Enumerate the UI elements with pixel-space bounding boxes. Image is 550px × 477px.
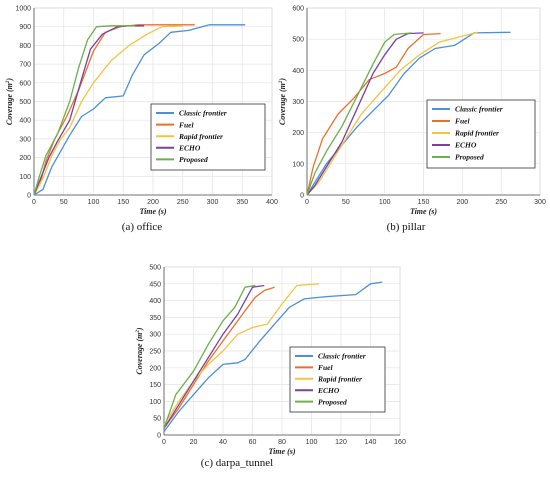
y-tick-label: 600 [292,6,304,13]
figure-caption: (b) pillar [387,221,426,233]
x-axis-label: Time (s) [268,447,295,456]
series-line-4 [163,284,265,429]
legend: Classic frontier Fuel Rapid frontier ECHO Pr… [289,346,386,413]
legend-label: Proposed [318,397,347,406]
chart-panel-2: 0 100 200 300 400 500 600 0 50 100 150 200 250 300 Tim… [278,6,546,234]
legend-label: Rapid frontier [317,375,362,384]
x-axis-label: Time (s) [410,207,437,216]
series-line-5 [306,32,412,196]
y-tick-label: 250 [149,349,161,356]
series-line-2 [306,32,441,196]
legend-label: Classic frontier [179,109,227,118]
legend-label: Fuel [455,117,471,126]
series-line-2 [163,286,275,429]
y-tick-label: 300 [19,136,31,143]
legend-label: Proposed [179,155,208,164]
y-tick-label: 350 [149,315,161,322]
y-tick-label: 200 [19,155,31,162]
y-tick-label: 100 [292,161,304,168]
y-tick-label: 200 [149,365,161,372]
chart-panel-3: 0 50 100 150 200 250 300 350 400 450 500 0 20 40 60 80 1… [135,265,406,470]
series-line-3 [33,25,183,196]
y-tick-label: 100 [19,174,31,181]
x-tick-label: 0 [162,439,166,446]
x-tick-label: 0 [32,199,36,206]
legend-label: Fuel [318,363,334,372]
x-tick-label: 250 [495,199,507,206]
series-line-3 [306,31,479,196]
x-axis-label: Time (s) [139,207,166,216]
y-tick-label: 800 [19,43,31,50]
y-tick-label: 0 [27,193,31,200]
legend-label: Rapid frontier [178,132,223,141]
x-tick-label: 140 [365,439,377,446]
y-axis-label: Coverage (m2) [5,78,14,126]
series-line-1 [306,31,511,196]
legend-label: Rapid frontier [454,129,499,138]
figure-caption: (a) office [122,221,163,233]
legend-label: Fuel [179,120,195,129]
x-tick-label: 150 [117,199,129,206]
y-axis-label: Coverage (m2) [278,78,287,126]
x-tick-label: 200 [456,199,468,206]
y-tick-label: 500 [292,37,304,44]
series-line-1 [33,24,246,196]
x-tick-label: 0 [305,199,309,206]
x-tick-label: 20 [190,439,198,446]
legend-label: Proposed [455,153,484,162]
x-tick-label: 80 [278,439,286,446]
x-tick-label: 50 [342,199,350,206]
figure-caption: (c) darpa_tunnel [201,457,273,469]
series-line-5 [163,284,256,429]
series-line-1 [163,281,383,432]
legend-label: ECHO [454,141,477,150]
x-tick-label: 100 [379,199,391,206]
y-tick-label: 200 [292,130,304,137]
y-tick-label: 500 [149,265,161,272]
y-tick-label: 450 [149,281,161,288]
legend-label: ECHO [178,144,201,153]
y-tick-label: 400 [19,118,31,125]
y-tick-label: 600 [19,80,31,87]
y-tick-label: 400 [149,298,161,305]
legend-label: ECHO [317,386,340,395]
y-tick-label: 1000 [15,6,31,13]
y-tick-label: 50 [153,416,161,423]
x-tick-label: 60 [249,439,257,446]
legend: Classic frontier Fuel Rapid frontier ECHO Pr… [426,99,536,169]
chart-panel-1: 0 100 200 300 400 500 600 700 800 900 1000 0 50 100 15… [5,6,278,234]
x-tick-label: 100 [306,439,318,446]
x-tick-label: 50 [60,199,68,206]
x-tick-label: 150 [418,199,430,206]
y-tick-label: 0 [157,433,161,440]
y-tick-label: 700 [19,62,31,69]
x-tick-label: 400 [266,199,278,206]
y-tick-label: 150 [149,382,161,389]
x-tick-label: 100 [88,199,100,206]
y-tick-label: 500 [19,99,31,106]
legend-label: Classic frontier [318,352,366,361]
x-tick-label: 350 [236,199,248,206]
legend: Classic frontier Fuel Rapid frontier ECHO Pr… [150,103,266,171]
series-line-4 [306,32,424,196]
y-tick-label: 100 [149,399,161,406]
x-tick-label: 250 [177,199,189,206]
y-tick-label: 400 [292,68,304,75]
y-tick-label: 900 [19,24,31,31]
x-tick-label: 40 [219,439,227,446]
x-tick-label: 300 [207,199,219,206]
series-line-5 [33,25,136,196]
x-tick-label: 120 [335,439,347,446]
x-tick-label: 300 [534,199,546,206]
y-axis-label: Coverage (m2) [135,327,144,375]
y-tick-label: 0 [300,193,304,200]
y-tick-label: 300 [292,99,304,106]
y-tick-label: 300 [149,332,161,339]
x-tick-label: 160 [394,439,406,446]
legend-label: Classic frontier [455,105,503,114]
x-tick-label: 200 [147,199,159,206]
